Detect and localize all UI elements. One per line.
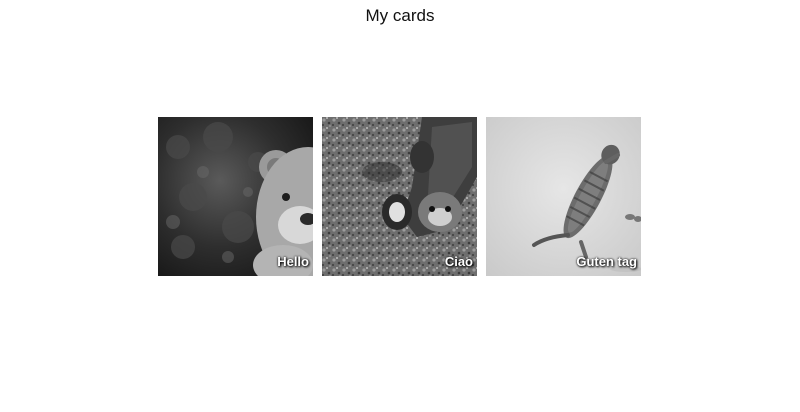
card-ciao[interactable]: Ciao <box>322 117 477 276</box>
card-list: Hello <box>158 117 641 276</box>
card-caption: Guten tag <box>576 254 637 269</box>
card-guten-tag[interactable]: Guten tag <box>486 117 641 276</box>
card-hello[interactable]: Hello <box>158 117 313 276</box>
page-title: My cards <box>365 6 435 25</box>
card-caption: Hello <box>277 254 309 269</box>
cat-on-gravel-photo <box>322 117 477 276</box>
card-caption: Ciao <box>444 254 473 269</box>
teddy-bear-photo <box>158 117 313 276</box>
jumping-cat-photo <box>486 117 641 276</box>
